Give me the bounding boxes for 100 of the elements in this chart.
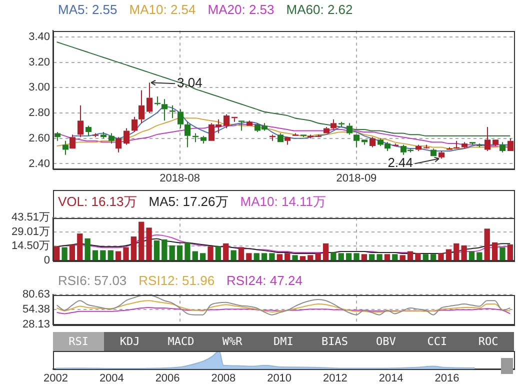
bar xyxy=(369,254,375,260)
candlestick xyxy=(284,137,290,146)
candlestick xyxy=(484,126,490,152)
x-tick-label: 2016 xyxy=(434,372,460,385)
bar xyxy=(407,251,414,260)
y-tick-label: 2.60 xyxy=(28,132,50,144)
text: KDJ xyxy=(118,334,141,350)
bar xyxy=(208,246,214,260)
series-label: RSI24: 47.24 xyxy=(226,273,302,288)
bar xyxy=(215,246,222,260)
candlestick xyxy=(162,98,168,122)
x-tick-label: 2018-08 xyxy=(160,172,200,184)
candlestick xyxy=(100,132,106,139)
candlestick xyxy=(346,122,352,136)
text: OBV xyxy=(374,334,397,350)
bar xyxy=(230,250,236,260)
bar xyxy=(100,250,106,260)
text: MACD xyxy=(166,334,196,350)
text: CCI xyxy=(426,334,448,350)
candlestick xyxy=(370,136,376,148)
text: MA60: 2.62 xyxy=(286,2,353,17)
candlestick xyxy=(362,140,368,146)
line-series xyxy=(56,306,511,314)
text: BIAS xyxy=(320,334,349,350)
bar xyxy=(500,247,506,260)
text: MA5: 17.26万 xyxy=(148,194,228,209)
y-tick-label: 14.50万 xyxy=(11,240,50,252)
candlestick xyxy=(178,108,184,129)
candlestick xyxy=(78,104,84,138)
bar xyxy=(430,254,436,260)
bar xyxy=(484,228,490,260)
y-tick-label: 2.40 xyxy=(28,158,50,170)
text: MA5: 2.55 xyxy=(58,2,118,17)
bar xyxy=(446,249,452,260)
candlestick xyxy=(430,148,436,156)
candlestick xyxy=(492,140,498,146)
bar xyxy=(54,246,60,260)
bar xyxy=(184,242,190,260)
bar xyxy=(130,236,137,260)
bar xyxy=(69,244,76,260)
bar xyxy=(123,247,129,260)
x-tick-label: 2006 xyxy=(155,372,180,385)
bar xyxy=(77,234,83,260)
candlestick xyxy=(124,128,130,146)
bar xyxy=(261,253,268,260)
x-tick-label: 2012 xyxy=(322,372,348,385)
candlestick xyxy=(200,135,206,144)
candlestick xyxy=(238,120,244,132)
text: MA10: 14.11万 xyxy=(240,194,326,209)
text: MA10: 2.54 xyxy=(129,2,196,17)
candlestick xyxy=(354,134,360,148)
bar xyxy=(308,255,314,260)
bar xyxy=(468,251,475,260)
x-tick-label: 2018-09 xyxy=(336,172,377,184)
line-series xyxy=(56,42,511,136)
bar xyxy=(376,254,382,260)
bar xyxy=(254,253,260,260)
bar xyxy=(115,251,122,260)
candlestick xyxy=(62,140,68,156)
candlestick xyxy=(70,134,76,149)
y-tick-label: 29.01万 xyxy=(11,226,50,238)
x-tick-label: 2004 xyxy=(99,372,124,385)
bar xyxy=(392,254,398,260)
bar xyxy=(192,251,198,260)
bar xyxy=(84,238,90,260)
bar xyxy=(200,253,206,260)
bar xyxy=(108,250,114,260)
bar xyxy=(92,250,98,260)
text: ROC xyxy=(477,334,500,350)
bar xyxy=(322,243,329,260)
bar xyxy=(238,247,244,260)
bar xyxy=(169,245,175,260)
x-tick-label: 2002 xyxy=(44,372,68,385)
y-tick-label: 43.51万 xyxy=(11,212,50,224)
bar xyxy=(346,253,352,260)
y-tick-label: 54.38 xyxy=(22,304,50,316)
candlestick xyxy=(184,121,190,148)
series-label: VOL: 16.13万 xyxy=(58,194,137,209)
bar xyxy=(354,253,360,260)
x-tick-label: 2014 xyxy=(378,372,404,385)
candlestick xyxy=(330,118,336,130)
candlestick xyxy=(438,150,444,160)
annotation: 2.44 xyxy=(388,155,414,170)
bar xyxy=(284,253,290,260)
text: RSI xyxy=(53,332,104,351)
x-tick-label: 2008 xyxy=(211,372,236,385)
bar xyxy=(492,242,498,260)
y-tick-label: 3.40 xyxy=(28,30,50,43)
bar xyxy=(138,222,144,260)
y-tick-label: 28.13 xyxy=(22,318,50,330)
bar xyxy=(246,253,252,260)
candlestick xyxy=(54,132,60,142)
bar xyxy=(438,253,444,260)
bar xyxy=(476,252,482,260)
bar xyxy=(415,253,421,260)
series-label: RSI6: 57.03 xyxy=(58,273,127,288)
bar xyxy=(269,253,275,260)
bar xyxy=(154,240,160,260)
bar xyxy=(361,254,368,260)
annotation: 3.04 xyxy=(177,75,202,90)
